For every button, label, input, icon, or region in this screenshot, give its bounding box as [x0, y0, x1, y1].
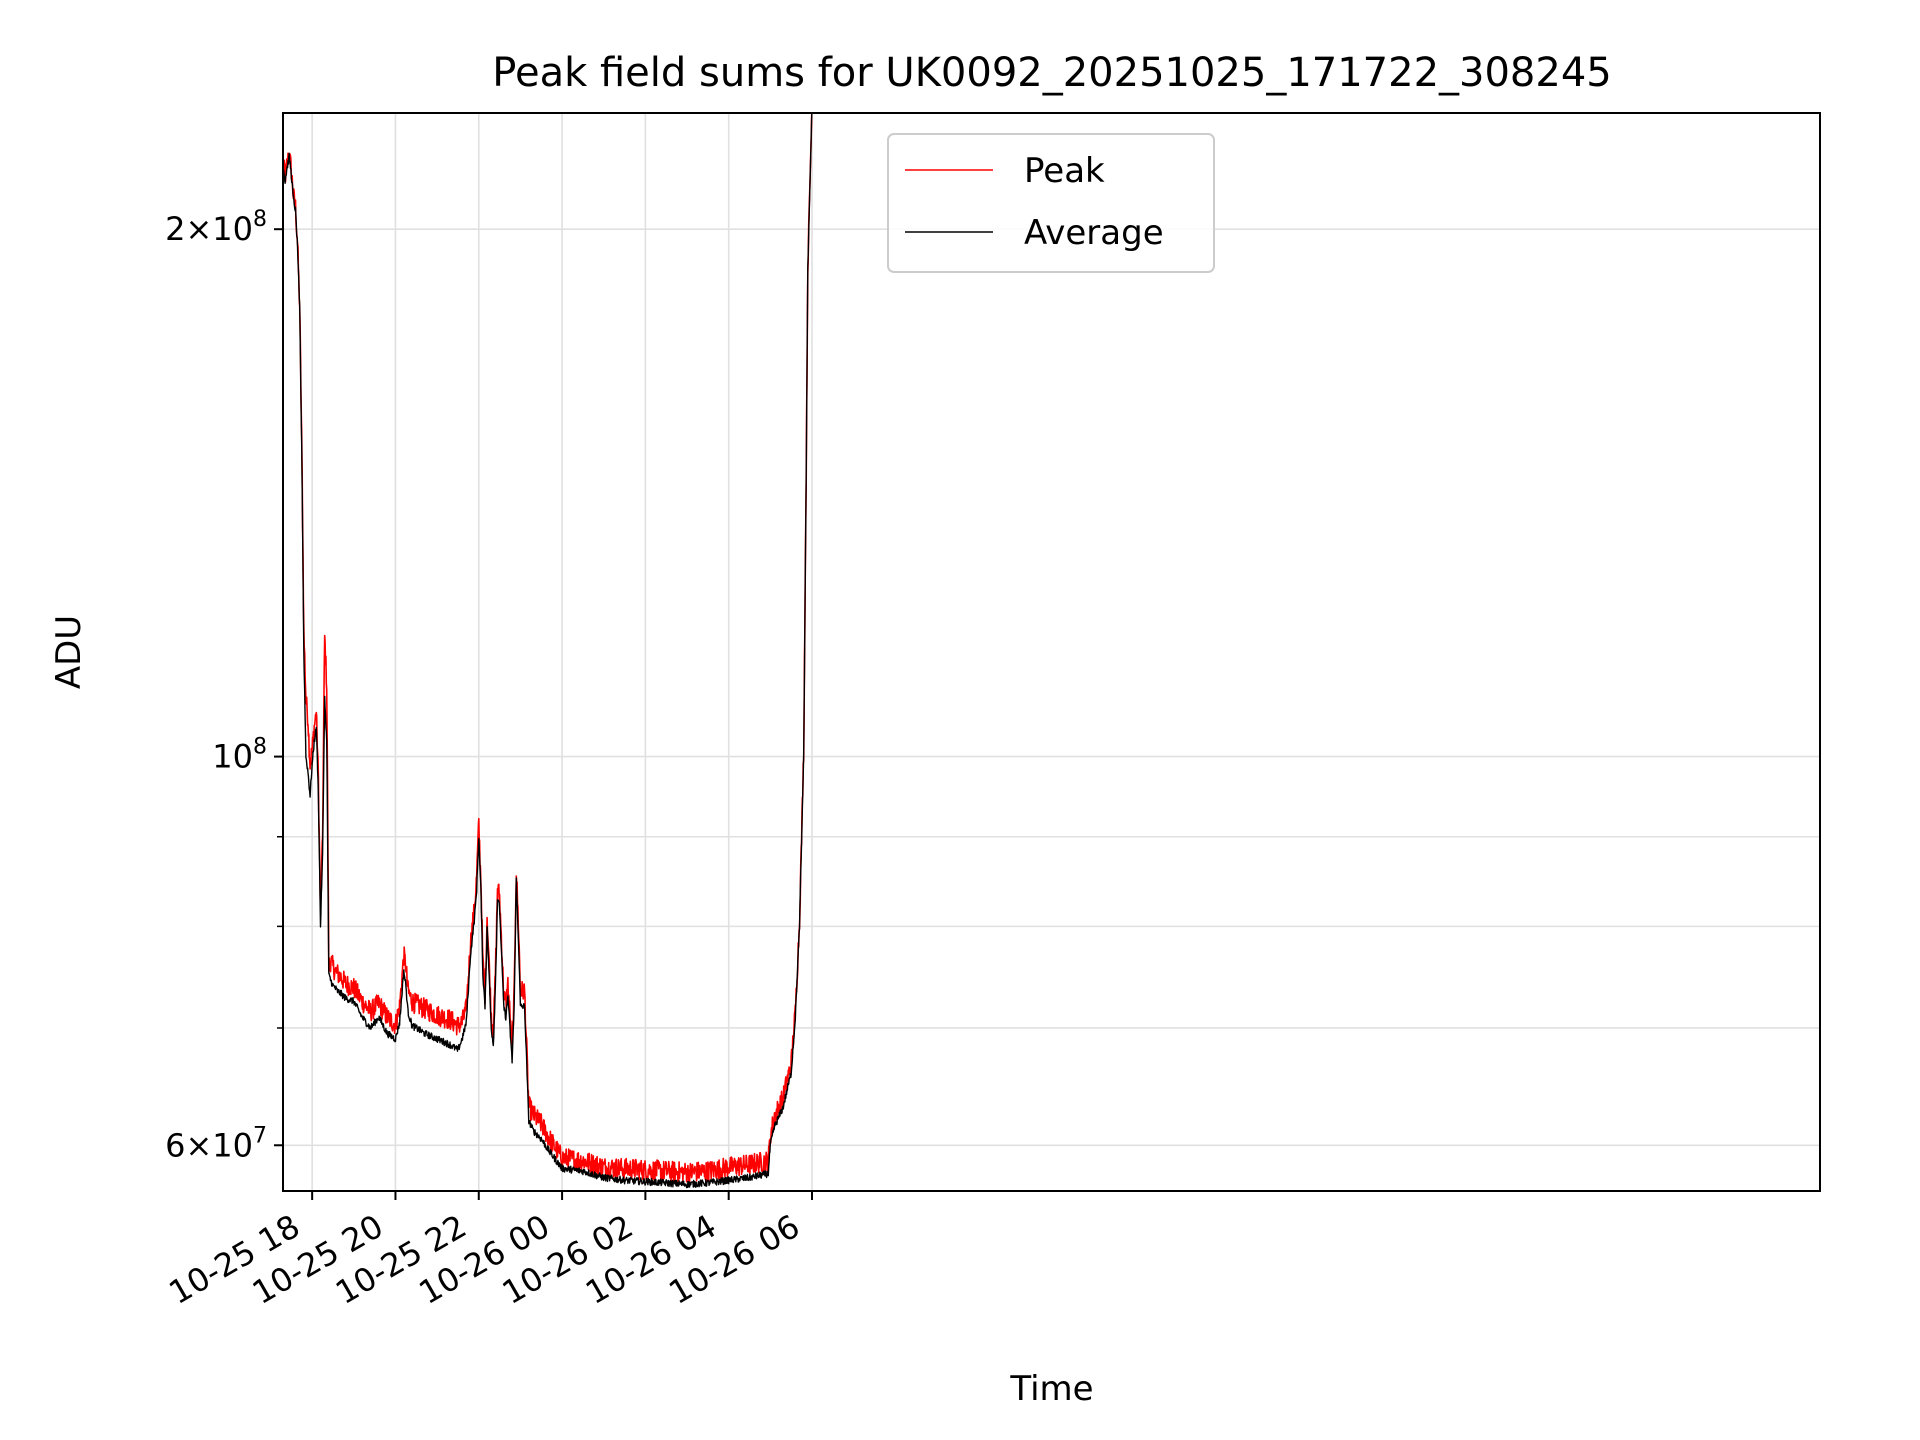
- series-line-average: [283, 113, 813, 1189]
- series-layer: [283, 113, 813, 1189]
- legend-peak-label: Peak: [1024, 151, 1105, 191]
- y-axis-ticks: 6×107 108 2×108: [165, 207, 283, 1164]
- plot-frame: [282, 112, 1821, 1192]
- y-axis-label: ADU: [49, 615, 89, 689]
- y-tick-label: 108: [212, 735, 267, 776]
- chart-title: Peak field sums for UK0092_20251025_1717…: [492, 50, 1611, 96]
- x-axis-label: Time: [1009, 1369, 1093, 1409]
- y-tick-label: 2×108: [165, 207, 267, 248]
- series-line-peak: [283, 113, 813, 1184]
- legend-box: [887, 133, 1215, 273]
- legend: Peak Average: [887, 133, 1215, 273]
- legend-average-label: Average: [1024, 213, 1164, 253]
- grid-lines: [283, 113, 1820, 1191]
- y-tick-label: 6×107: [165, 1123, 267, 1164]
